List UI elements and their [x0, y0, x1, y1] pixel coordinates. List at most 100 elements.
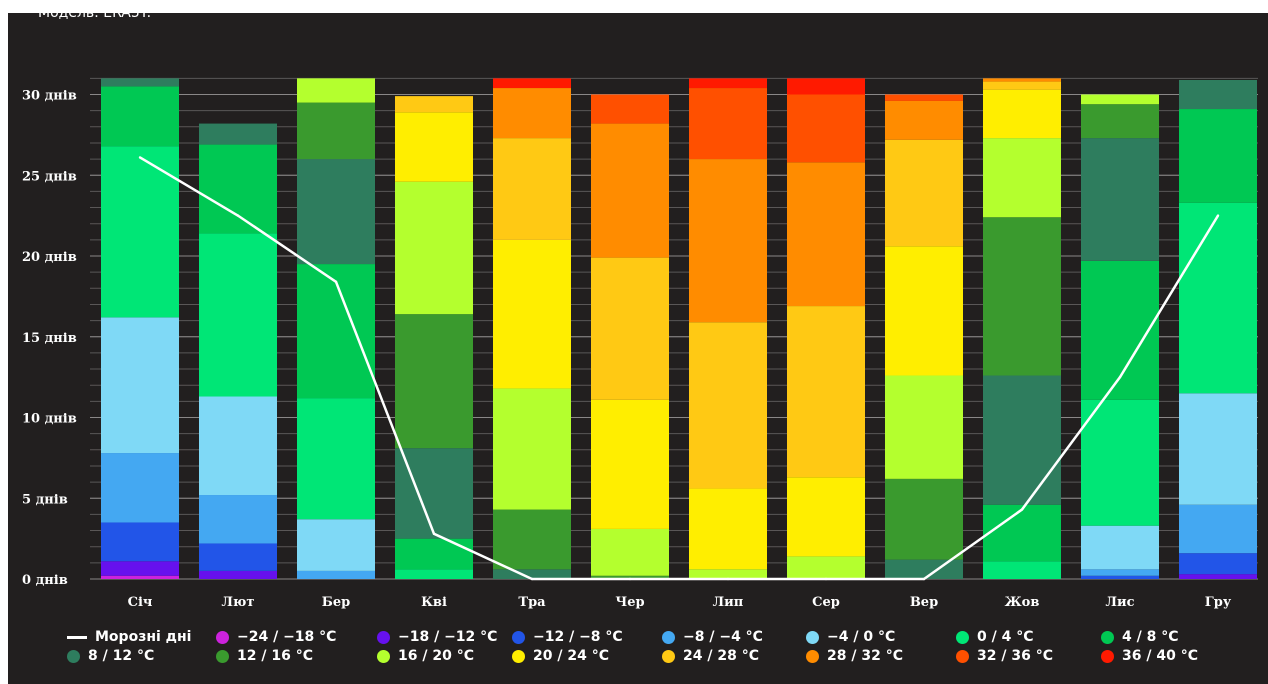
x-tick-label: Тра [518, 595, 546, 610]
bar-segment [101, 453, 179, 523]
bar-segment [493, 78, 571, 89]
bar-segment [787, 477, 865, 557]
bar-segment [787, 162, 865, 307]
frost-days-point [922, 577, 926, 581]
bar-segment [885, 375, 963, 479]
bar-segment [591, 575, 669, 579]
frost-days-point [726, 577, 730, 581]
x-tick-label: Вер [910, 595, 938, 610]
bar-segment [199, 543, 277, 571]
bar-segment [591, 123, 669, 258]
bar-segment [689, 322, 767, 489]
bar-segment [493, 88, 571, 139]
bar-segment [591, 257, 669, 400]
y-tick-label: 25 днів [22, 169, 77, 184]
y-tick-label: 20 днів [22, 250, 77, 265]
bar-segment [101, 575, 179, 579]
y-tick-label: 5 днів [22, 492, 68, 507]
bar-segment [101, 522, 179, 562]
bar-segment [297, 398, 375, 520]
x-tick-label: Кві [421, 595, 447, 610]
bar-segment [493, 509, 571, 570]
y-tick-label: 30 днів [22, 89, 77, 104]
bar-segment [199, 570, 277, 579]
bar-segment [983, 89, 1061, 139]
bar-segment [395, 538, 473, 570]
bar-segment [395, 448, 473, 539]
bar-segment [1081, 399, 1159, 526]
bar-segment [297, 102, 375, 160]
bar-segment [591, 528, 669, 576]
bar-segment [591, 94, 669, 124]
frost-days-point [1216, 214, 1220, 217]
bar-segment [297, 519, 375, 571]
bar-segment [199, 233, 277, 397]
bar-segment [787, 78, 865, 95]
bar-segment [787, 94, 865, 163]
bar-segment [983, 138, 1061, 218]
bar-segment [199, 144, 277, 234]
bar-segment [885, 100, 963, 140]
bar-segment [983, 81, 1061, 90]
bar-segment [297, 159, 375, 265]
bar-segment [101, 78, 179, 87]
bar-segment [1179, 504, 1257, 554]
bar-segment [983, 375, 1061, 505]
x-tick-label: Лис [1105, 595, 1134, 610]
bar-segment [689, 569, 767, 579]
x-tick-label: Гру [1205, 595, 1232, 610]
frost-days-point [530, 577, 534, 581]
bar-segment [493, 388, 571, 510]
frost-days-line [139, 156, 1220, 581]
bar-segment [591, 399, 669, 529]
bar-segment [297, 78, 375, 103]
bar-segment [885, 246, 963, 376]
bar-segment [1081, 94, 1159, 105]
bar-segment [689, 159, 767, 323]
bar-segment [983, 504, 1061, 562]
frost-days-point [1118, 375, 1122, 379]
bar-segment [885, 139, 963, 247]
bar-segment [199, 123, 277, 145]
bar-segment [689, 88, 767, 160]
bar-segment [689, 488, 767, 570]
bar-segment [101, 317, 179, 454]
bar-segment [395, 314, 473, 449]
frost-days-point [138, 156, 142, 159]
x-tick-label: Січ [128, 595, 153, 610]
bar-segment [689, 78, 767, 89]
frost-days-point [432, 532, 436, 535]
x-tick-label: Лип [713, 595, 744, 610]
bar-segment [885, 94, 963, 101]
bar-segment [395, 96, 473, 113]
bar-segment [983, 561, 1061, 579]
bar-segment [101, 86, 179, 147]
bar-segment [493, 569, 571, 579]
bar-segment [983, 217, 1061, 376]
frost-days-point [824, 577, 828, 581]
x-tick-label: Чер [615, 595, 644, 610]
bar-segment [101, 561, 179, 576]
x-tick-label: Лют [222, 595, 255, 610]
y-tick-label: 15 днів [22, 331, 77, 346]
bar-segment [297, 264, 375, 399]
bar-segment [1179, 553, 1257, 575]
bar-segment [297, 570, 375, 579]
bar-segment [395, 112, 473, 182]
bar-segment [493, 239, 571, 389]
bar-segment [199, 396, 277, 496]
bar-segment [983, 78, 1061, 82]
bar-segment [493, 138, 571, 240]
bar-segment [1081, 569, 1159, 576]
bar-segment [101, 146, 179, 318]
bar-segment [1081, 575, 1159, 579]
frost-days-point [236, 214, 240, 217]
bar-segment [787, 306, 865, 478]
bar-segment [1081, 525, 1159, 570]
y-tick-label: 0 днів [22, 573, 68, 588]
bar-segment [1179, 393, 1257, 505]
bar-segment [885, 478, 963, 560]
y-tick-label: 10 днів [22, 412, 77, 427]
bar-segment [395, 181, 473, 315]
